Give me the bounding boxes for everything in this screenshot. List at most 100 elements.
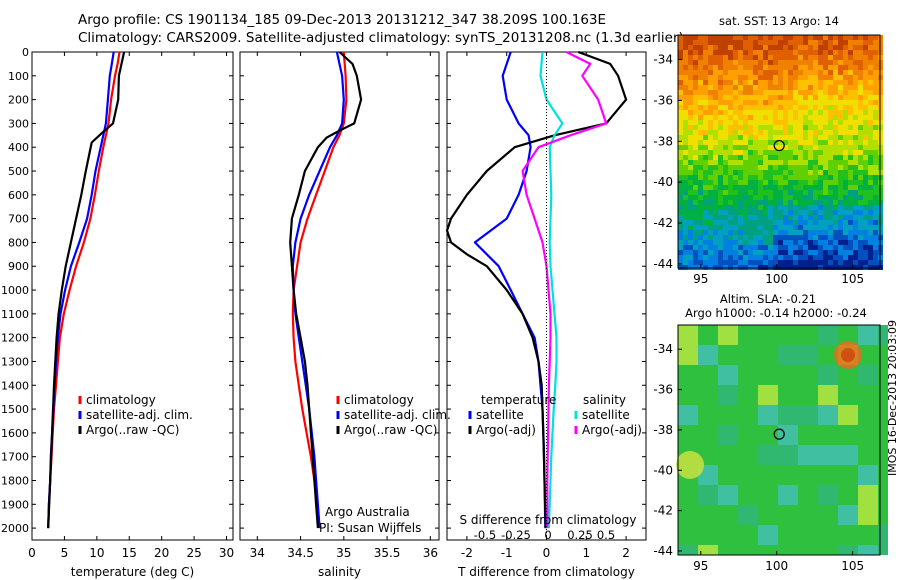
sst-map-cell	[823, 90, 828, 95]
sst-map-cell	[783, 85, 788, 90]
sst-map-cell	[693, 75, 698, 80]
sst-map-cell	[763, 65, 768, 70]
sst-map-cell	[788, 220, 793, 225]
sst-map-cell	[683, 45, 688, 50]
sst-map-cell	[738, 250, 743, 255]
sla-map-cell	[678, 525, 688, 535]
sst-map-cell	[753, 165, 758, 170]
sst-map-cell	[698, 215, 703, 220]
sla-map-cell	[708, 495, 718, 505]
sst-map-cell	[838, 120, 843, 125]
sst-map-cell	[748, 60, 753, 65]
sla-map-cell	[678, 345, 688, 355]
sst-map-cell	[708, 75, 713, 80]
sst-map-cell	[723, 190, 728, 195]
sst-map-cell	[803, 245, 808, 250]
sst-map-cell	[793, 115, 798, 120]
sst-map-cell	[708, 175, 713, 180]
sla-map-cell	[708, 435, 718, 445]
sst-map-cell	[848, 205, 853, 210]
sla-map-cell	[718, 325, 728, 335]
sla-map-cell	[738, 335, 748, 345]
sst-map-cell	[783, 190, 788, 195]
sst-map-cell	[678, 55, 683, 60]
sst-map-cell	[748, 185, 753, 190]
sst-map-cell	[733, 155, 738, 160]
sla-map-cell	[698, 355, 708, 365]
sst-map-cell	[858, 85, 863, 90]
sst-map-cell	[773, 170, 778, 175]
top-axis-label: S difference from climatology	[460, 513, 637, 527]
sla-map-cell	[828, 415, 838, 425]
sst-map-cell	[823, 35, 828, 40]
sst-map-cell	[833, 135, 838, 140]
sst-map-cell	[808, 70, 813, 75]
sst-map-cell	[678, 225, 683, 230]
sst-map-cell	[863, 190, 868, 195]
sst-map-cell	[843, 55, 848, 60]
sla-map-cell	[768, 355, 778, 365]
sla-map-cell	[868, 395, 878, 405]
sst-map-cell	[728, 140, 733, 145]
sla-map-cell	[828, 395, 838, 405]
sst-map-cell	[713, 50, 718, 55]
sst-map-cell	[863, 90, 868, 95]
sst-map-cell	[853, 105, 858, 110]
sst-map-cell	[743, 130, 748, 135]
sst-map-cell	[828, 210, 833, 215]
sla-map-cell	[788, 515, 798, 525]
sst-map-cell	[773, 240, 778, 245]
sla-map-cell	[758, 455, 768, 465]
sst-map-cell	[773, 35, 778, 40]
sst-map-cell	[863, 70, 868, 75]
sst-map-cell	[713, 220, 718, 225]
sla-map-cell	[768, 435, 778, 445]
sst-map-cell	[828, 35, 833, 40]
sla-map-cell	[778, 405, 788, 415]
sst-map-cell	[853, 125, 858, 130]
sst-map-cell	[858, 55, 863, 60]
sst-map-cell	[763, 155, 768, 160]
sla-map-cell	[688, 395, 698, 405]
sst-map-cell	[763, 125, 768, 130]
sst-map-cell	[863, 250, 868, 255]
sst-map-cell	[758, 50, 763, 55]
sst-map-cell	[873, 130, 878, 135]
sla-map-cell	[678, 505, 688, 515]
sla-map-cell	[788, 545, 798, 555]
sst-map-cell	[763, 225, 768, 230]
sst-map-cell	[863, 145, 868, 150]
sla-map-cell	[728, 355, 738, 365]
sla-map-cell	[728, 525, 738, 535]
sst-map-cell	[853, 190, 858, 195]
sst-map-cell	[823, 115, 828, 120]
sst-map-cell	[863, 195, 868, 200]
sst-map-cell	[683, 150, 688, 155]
sst-map-cell	[818, 180, 823, 185]
sst-map-cell	[823, 140, 828, 145]
sst-map-cell	[728, 110, 733, 115]
sst-map-cell	[768, 100, 773, 105]
sst-map-cell	[698, 150, 703, 155]
sst-map-cell	[753, 50, 758, 55]
sst-map-cell	[833, 165, 838, 170]
sst-map-cell	[683, 60, 688, 65]
sst-map-cell	[848, 135, 853, 140]
sla-map-cell	[778, 395, 788, 405]
sst-map-cell	[863, 65, 868, 70]
sst-map-cell	[678, 135, 683, 140]
sst-map-cell	[853, 145, 858, 150]
sla-map-cell	[868, 445, 878, 455]
sst-map-cell	[768, 75, 773, 80]
sst-map-cell	[868, 155, 873, 160]
sst-map-cell	[688, 150, 693, 155]
sst-map-cell	[793, 165, 798, 170]
sst-map-cell	[858, 215, 863, 220]
sst-map-cell	[718, 250, 723, 255]
sst-map-cell	[678, 150, 683, 155]
sst-map-cell	[823, 180, 828, 185]
sst-map-cell	[743, 240, 748, 245]
sst-map-cell	[858, 205, 863, 210]
sst-map-cell	[833, 45, 838, 50]
sla-map-cell	[858, 435, 868, 445]
